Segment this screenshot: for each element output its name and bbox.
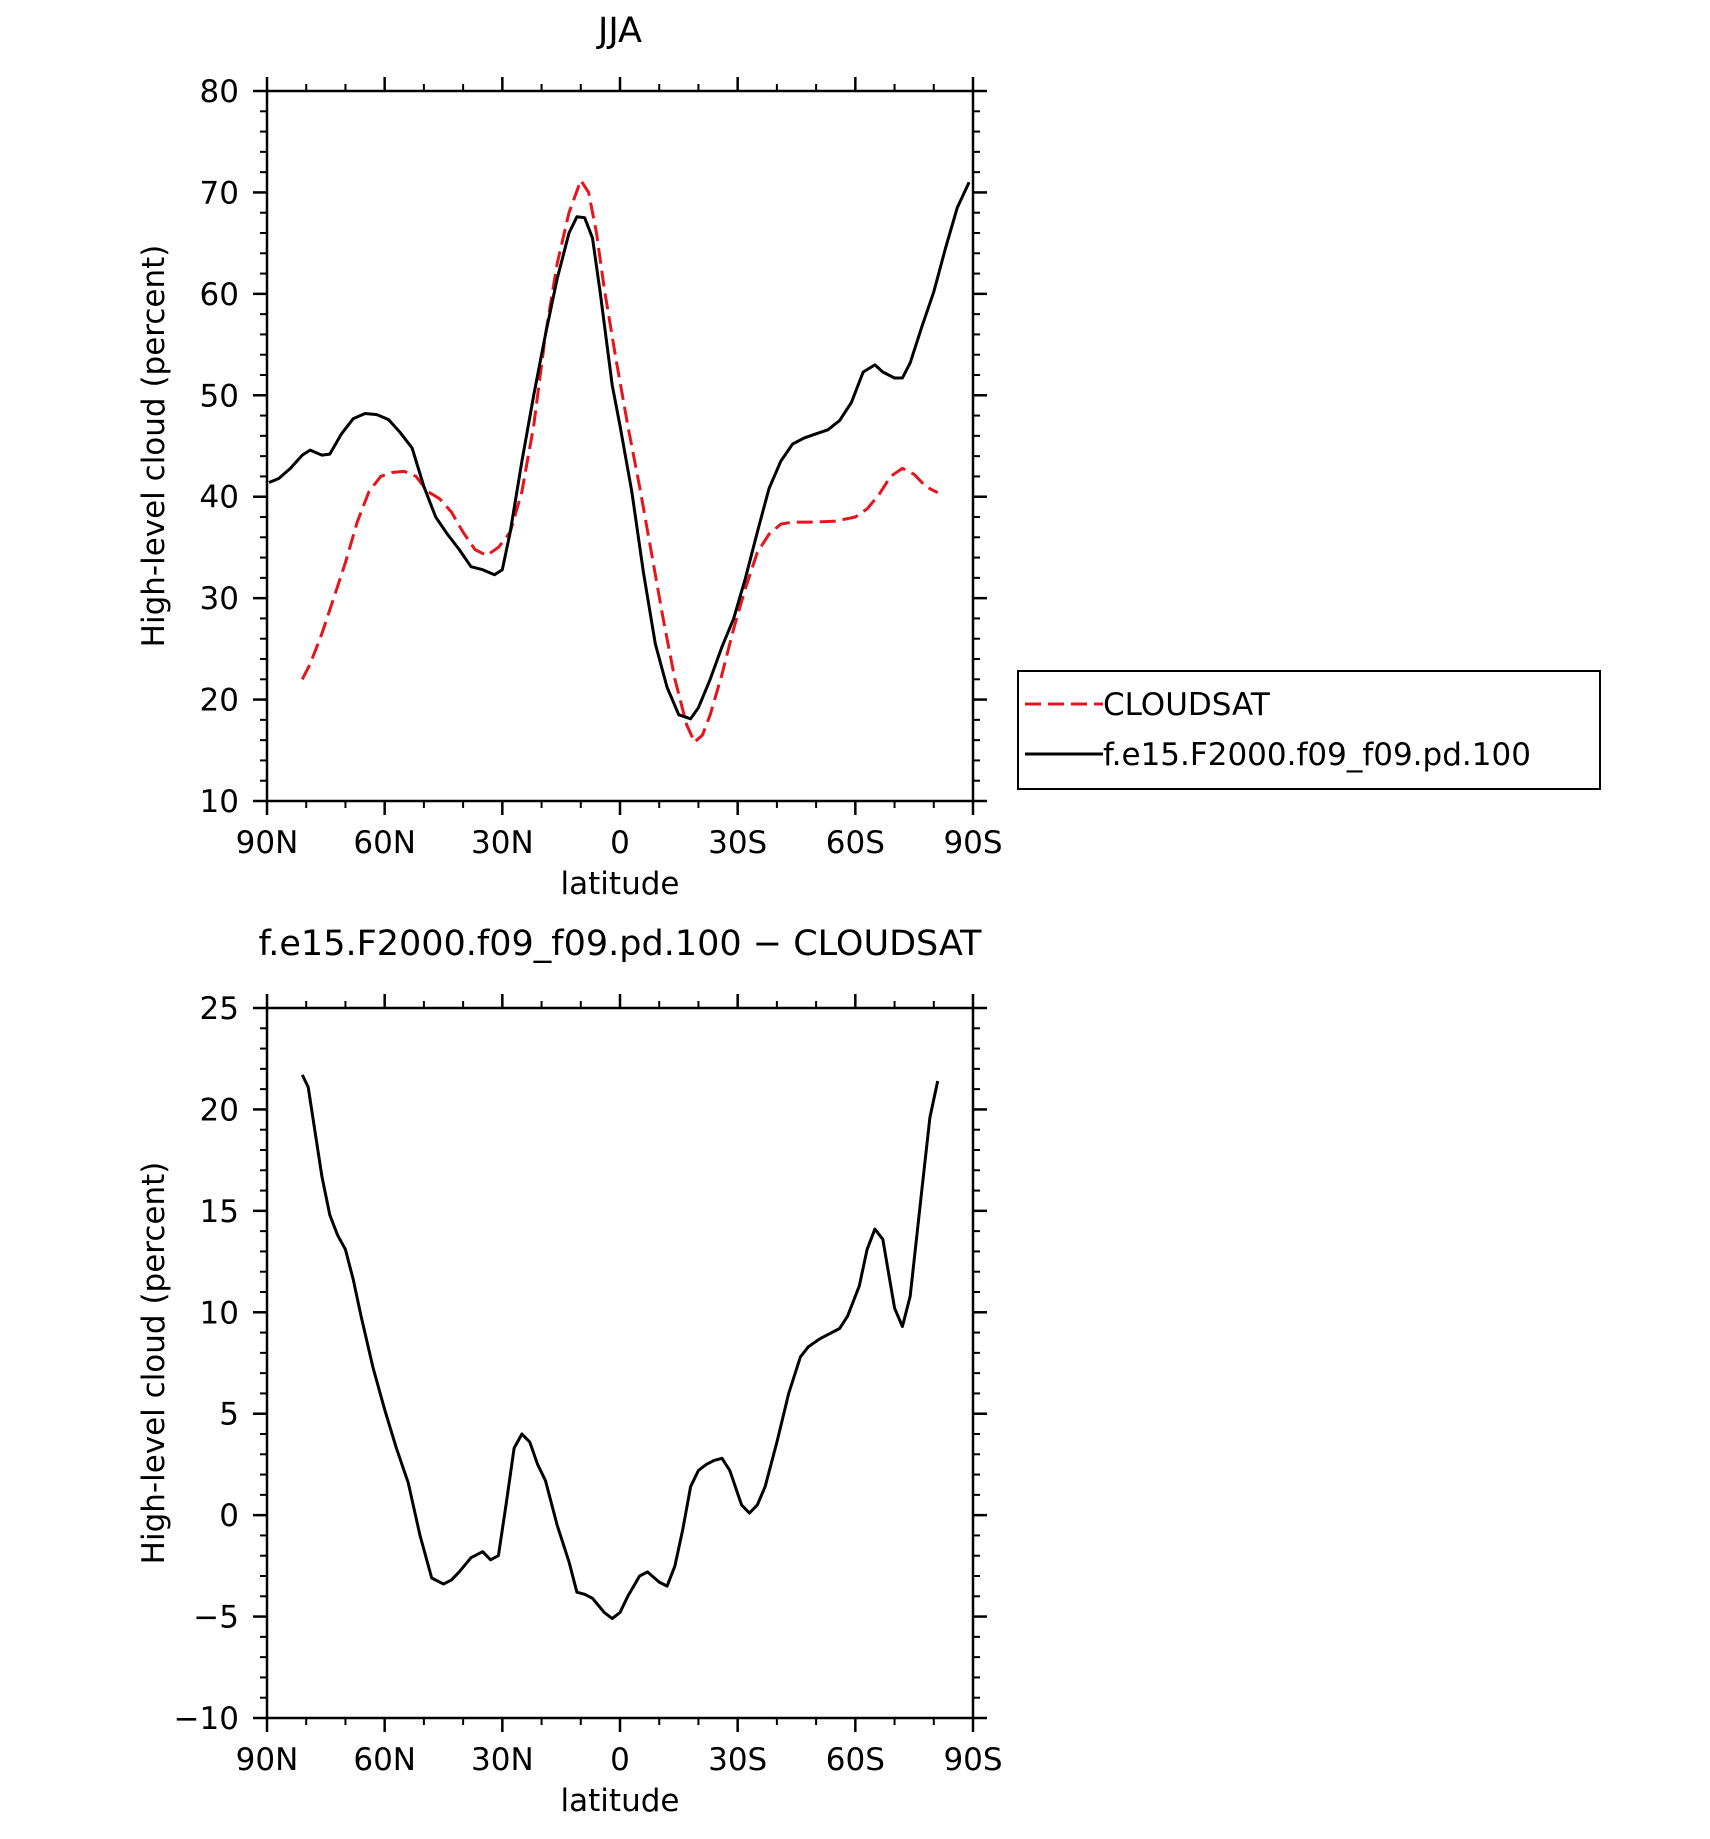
x-tick-label: 60S xyxy=(826,825,885,861)
legend-label: CLOUDSAT xyxy=(1103,687,1271,723)
y-axis-label: High-level cloud (percent) xyxy=(136,1162,172,1565)
chart-title: f.e15.F2000.f09_f09.pd.100 − CLOUDSAT xyxy=(259,924,983,964)
x-tick-label: 90N xyxy=(236,1742,299,1778)
x-tick-label: 90N xyxy=(236,825,299,861)
series-line-cloudsat xyxy=(300,178,939,744)
y-tick-label: 10 xyxy=(200,1295,239,1331)
plot-frame xyxy=(265,89,975,803)
x-tick-label: 30S xyxy=(708,825,767,861)
x-tick-label: 30S xyxy=(708,1742,767,1778)
y-tick-label: −10 xyxy=(174,1701,239,1737)
legend-box xyxy=(1017,670,1601,790)
difference-series-line xyxy=(300,1074,940,1621)
x-tick-label: 90S xyxy=(943,825,1002,861)
y-tick-label: 40 xyxy=(200,480,239,516)
x-tick-label: 60S xyxy=(826,1742,885,1778)
chart-panel-bottom: f.e15.F2000.f09_f09.pd.100 − CLOUDSAT 90N… xyxy=(136,924,1003,1819)
y-tick-label: 15 xyxy=(200,1194,239,1230)
x-tick-label: 60N xyxy=(353,825,416,861)
y-tick-label: 70 xyxy=(200,175,239,211)
y-tick-label: 20 xyxy=(200,1092,239,1128)
legend-label: f.e15.F2000.f09_f09.pd.100 xyxy=(1103,737,1531,773)
y-tick-label: 80 xyxy=(200,74,239,110)
x-tick-label: 90S xyxy=(943,1742,1002,1778)
x-tick-label: 60N xyxy=(353,1742,416,1778)
y-tick-label: 30 xyxy=(200,581,239,617)
y-tick-label: 50 xyxy=(200,378,239,414)
y-tick-label: 0 xyxy=(219,1498,239,1534)
y-axis-label: High-level cloud (percent) xyxy=(136,245,172,648)
chart-panel-top: JJA 90N 60N 30N 0 30S 60S 90S 10 20 30 40 50 60 70 80 la… xyxy=(136,11,1601,902)
x-tick-label: 0 xyxy=(610,1742,630,1778)
x-axis-label: latitude xyxy=(561,866,680,902)
y-tick-label: 5 xyxy=(219,1397,239,1433)
y-tick-label: 60 xyxy=(200,277,239,313)
chart-title: JJA xyxy=(596,11,642,51)
x-tick-label: 0 xyxy=(610,825,630,861)
y-tick-label: 20 xyxy=(200,683,239,719)
y-tick-label: 10 xyxy=(200,784,239,820)
x-axis-label: latitude xyxy=(561,1783,680,1819)
x-tick-label: 30N xyxy=(471,1742,534,1778)
x-tick-label: 30N xyxy=(471,825,534,861)
series-line-f-e15-f2000-f09-f09-pd-100 xyxy=(268,181,971,721)
y-tick-label: −5 xyxy=(193,1600,239,1636)
y-tick-label: 25 xyxy=(200,991,239,1027)
